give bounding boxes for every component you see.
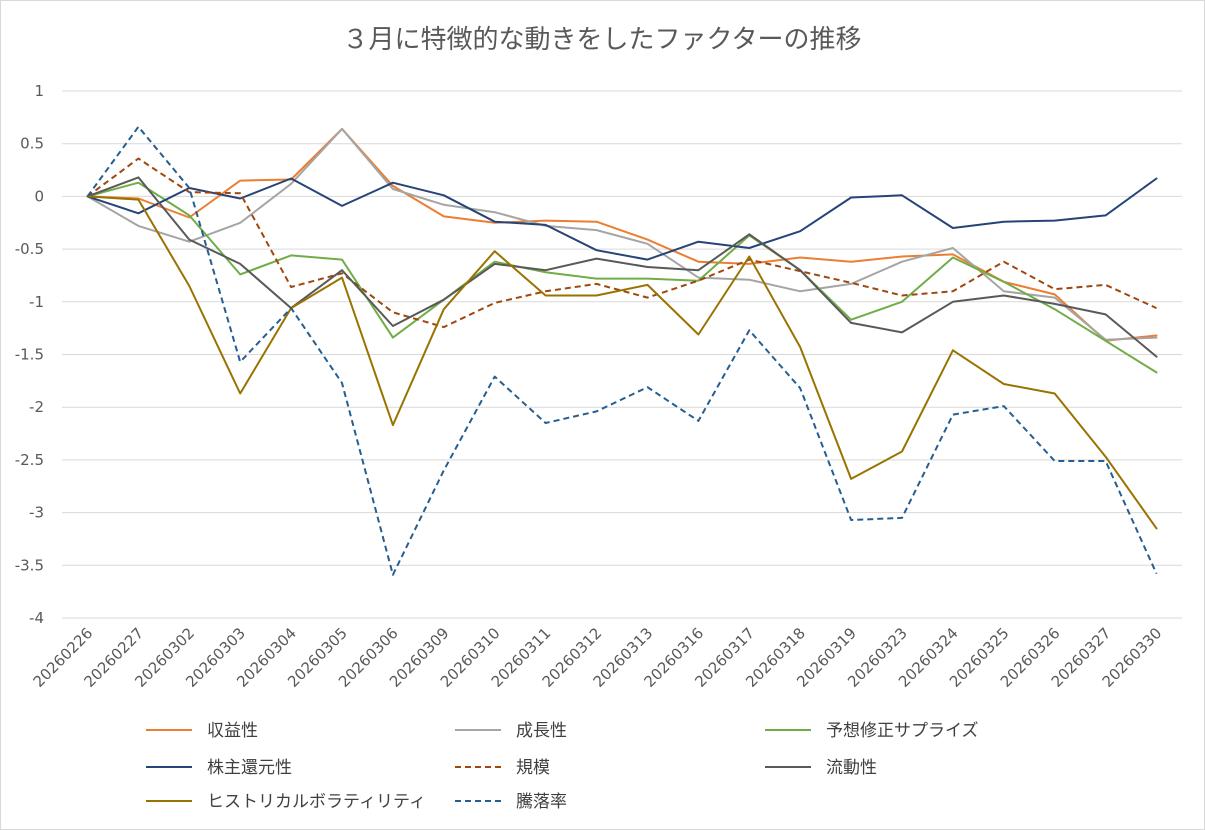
- series-line: [86, 127, 1158, 341]
- x-axis-tick-labels: 2026022620260227202603022026030320260304…: [30, 624, 1166, 691]
- series-lines: [86, 125, 1158, 576]
- series-line: [86, 127, 1158, 342]
- y-tick-label: -0.5: [15, 240, 44, 258]
- y-tick-label: -1.5: [15, 346, 44, 364]
- legend-label: 予想修正サプライズ: [826, 721, 979, 741]
- series-line: [86, 195, 1158, 530]
- y-axis-tick-labels: 1 0.5 0 -0.5 -1 -1.5 -2 -2.5 -3 -3.5 -4: [15, 82, 44, 627]
- y-tick-label: 0: [34, 187, 44, 205]
- series-line: [86, 176, 1158, 358]
- series-line: [86, 157, 1157, 329]
- y-tick-label: -4: [29, 609, 44, 627]
- y-tick-label: -3.5: [15, 556, 44, 574]
- series-line: [86, 177, 1158, 261]
- y-tick-label: -2: [29, 398, 44, 416]
- legend-label: 収益性: [207, 721, 258, 741]
- legend-label: 騰落率: [516, 792, 567, 812]
- series-line: [86, 125, 1158, 576]
- y-tick-label: 1: [34, 82, 44, 100]
- series-line: [86, 181, 1158, 374]
- legend-label: 株主還元性: [207, 758, 292, 778]
- y-tick-label: -3: [29, 504, 44, 522]
- legend-label: 規模: [516, 758, 550, 778]
- legend-label: 流動性: [826, 758, 877, 778]
- legend-label: 成長性: [516, 721, 567, 741]
- chart-title: ３月に特徴的な動きをしたファクターの推移: [343, 25, 862, 55]
- y-tick-label: -2.5: [15, 451, 44, 469]
- gridlines: [62, 90, 1182, 619]
- y-tick-label: 0.5: [20, 135, 44, 153]
- y-tick-label: -1: [29, 293, 44, 311]
- legend-label: ヒストリカルボラティリティ: [207, 792, 426, 812]
